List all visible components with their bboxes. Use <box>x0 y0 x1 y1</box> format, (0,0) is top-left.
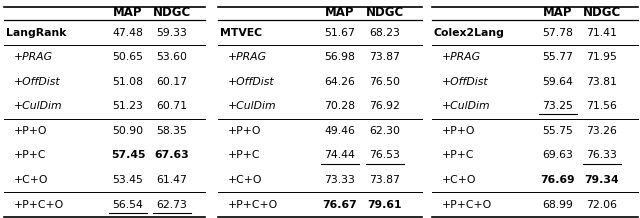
Text: NDGC: NDGC <box>366 7 404 19</box>
Text: +P+C+O: +P+C+O <box>228 199 278 209</box>
Text: +PRAG: +PRAG <box>228 53 267 63</box>
Text: +C+O: +C+O <box>14 175 49 185</box>
Text: 79.61: 79.61 <box>368 199 403 209</box>
Text: 76.33: 76.33 <box>587 150 618 160</box>
Text: 64.26: 64.26 <box>324 77 355 87</box>
Text: 56.54: 56.54 <box>113 199 143 209</box>
Text: 76.50: 76.50 <box>369 77 401 87</box>
Text: 76.53: 76.53 <box>369 150 401 160</box>
Text: 59.33: 59.33 <box>157 28 188 38</box>
Text: 74.44: 74.44 <box>324 150 355 160</box>
Text: 69.63: 69.63 <box>543 150 573 160</box>
Text: 67.63: 67.63 <box>155 150 189 160</box>
Text: NDGC: NDGC <box>153 7 191 19</box>
Text: +OffDist: +OffDist <box>442 77 488 87</box>
Text: +P+O: +P+O <box>228 126 262 136</box>
Text: +CulDim: +CulDim <box>442 102 491 111</box>
Text: 76.92: 76.92 <box>369 102 401 111</box>
Text: MAP: MAP <box>113 7 143 19</box>
Text: 49.46: 49.46 <box>324 126 355 136</box>
Text: 55.77: 55.77 <box>543 53 573 63</box>
Text: 60.17: 60.17 <box>157 77 188 87</box>
Text: +P+O: +P+O <box>14 126 47 136</box>
Text: +OffDist: +OffDist <box>228 77 275 87</box>
Text: 72.06: 72.06 <box>586 199 618 209</box>
Text: 50.65: 50.65 <box>113 53 143 63</box>
Text: 51.67: 51.67 <box>324 28 355 38</box>
Text: +P+C+O: +P+C+O <box>14 199 64 209</box>
Text: 71.41: 71.41 <box>587 28 618 38</box>
Text: 76.69: 76.69 <box>541 175 575 185</box>
Text: +P+O: +P+O <box>442 126 476 136</box>
Text: +CulDim: +CulDim <box>14 102 63 111</box>
Text: 56.98: 56.98 <box>324 53 355 63</box>
Text: 51.23: 51.23 <box>113 102 143 111</box>
Text: +PRAG: +PRAG <box>442 53 481 63</box>
Text: 79.34: 79.34 <box>585 175 620 185</box>
Text: 71.95: 71.95 <box>587 53 618 63</box>
Text: +P+C: +P+C <box>442 150 474 160</box>
Text: 73.25: 73.25 <box>543 102 573 111</box>
Text: 57.78: 57.78 <box>543 28 573 38</box>
Text: +OffDist: +OffDist <box>14 77 61 87</box>
Text: 73.33: 73.33 <box>324 175 355 185</box>
Text: 53.45: 53.45 <box>113 175 143 185</box>
Text: 70.28: 70.28 <box>324 102 355 111</box>
Text: 68.23: 68.23 <box>369 28 401 38</box>
Text: Colex2Lang: Colex2Lang <box>434 28 505 38</box>
Text: 55.75: 55.75 <box>543 126 573 136</box>
Text: +CulDim: +CulDim <box>228 102 276 111</box>
Text: 53.60: 53.60 <box>157 53 188 63</box>
Text: 73.87: 73.87 <box>369 53 401 63</box>
Text: 60.71: 60.71 <box>157 102 188 111</box>
Text: +P+C: +P+C <box>228 150 260 160</box>
Text: 76.67: 76.67 <box>323 199 357 209</box>
Text: MTVEC: MTVEC <box>220 28 262 38</box>
Text: MAP: MAP <box>325 7 355 19</box>
Text: 51.08: 51.08 <box>113 77 143 87</box>
Text: 73.81: 73.81 <box>587 77 618 87</box>
Text: 50.90: 50.90 <box>113 126 143 136</box>
Text: 47.48: 47.48 <box>113 28 143 38</box>
Text: +C+O: +C+O <box>228 175 262 185</box>
Text: 62.30: 62.30 <box>369 126 401 136</box>
Text: +C+O: +C+O <box>442 175 477 185</box>
Text: 59.64: 59.64 <box>543 77 573 87</box>
Text: 68.99: 68.99 <box>543 199 573 209</box>
Text: MAP: MAP <box>543 7 573 19</box>
Text: +P+C+O: +P+C+O <box>442 199 492 209</box>
Text: 73.87: 73.87 <box>369 175 401 185</box>
Text: LangRank: LangRank <box>6 28 67 38</box>
Text: NDGC: NDGC <box>583 7 621 19</box>
Text: 58.35: 58.35 <box>157 126 188 136</box>
Text: 71.56: 71.56 <box>587 102 618 111</box>
Text: 73.26: 73.26 <box>587 126 618 136</box>
Text: +PRAG: +PRAG <box>14 53 53 63</box>
Text: +P+C: +P+C <box>14 150 47 160</box>
Text: 62.73: 62.73 <box>157 199 188 209</box>
Text: 57.45: 57.45 <box>111 150 145 160</box>
Text: 61.47: 61.47 <box>157 175 188 185</box>
